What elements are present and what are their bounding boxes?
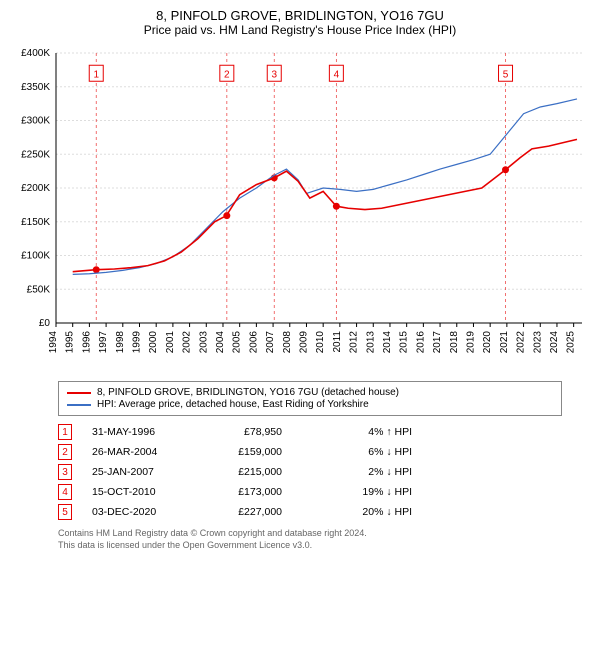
legend-item: 8, PINFOLD GROVE, BRIDLINGTON, YO16 7GU … xyxy=(67,387,553,398)
sale-marker: 3 xyxy=(58,464,72,480)
svg-text:2001: 2001 xyxy=(165,331,176,354)
svg-text:2004: 2004 xyxy=(215,331,226,354)
legend: 8, PINFOLD GROVE, BRIDLINGTON, YO16 7GU … xyxy=(58,381,562,416)
sale-date: 31-MAY-1996 xyxy=(92,426,192,438)
svg-text:2: 2 xyxy=(224,69,230,80)
chart-container: £0 £50K £100K £150K £200K £250K £300K £350K £400… xyxy=(8,43,592,373)
svg-text:2000: 2000 xyxy=(148,331,159,354)
svg-text:2025: 2025 xyxy=(566,331,577,354)
page-subtitle: Price paid vs. HM Land Registry's House … xyxy=(8,23,592,37)
svg-text:£300K: £300K xyxy=(21,116,50,127)
sale-price: £78,950 xyxy=(212,426,282,438)
sale-marker: 5 xyxy=(58,504,72,520)
svg-text:2012: 2012 xyxy=(349,331,360,354)
sales-table: 1 31-MAY-1996 £78,950 4% ↑ HPI 2 26-MAR-2004 £… xyxy=(58,422,562,522)
sale-diff: 2% ↓ HPI xyxy=(302,466,412,478)
svg-text:1997: 1997 xyxy=(98,331,109,354)
svg-text:2017: 2017 xyxy=(432,331,443,354)
svg-text:2015: 2015 xyxy=(399,331,410,354)
svg-text:3: 3 xyxy=(271,69,277,80)
svg-text:2016: 2016 xyxy=(415,331,426,354)
sale-price: £159,000 xyxy=(212,446,282,458)
svg-text:1: 1 xyxy=(93,69,99,80)
sale-date: 15-OCT-2010 xyxy=(92,486,192,498)
svg-text:£400K: £400K xyxy=(21,48,50,59)
svg-text:2010: 2010 xyxy=(315,331,326,354)
legend-swatch xyxy=(67,392,91,394)
sale-row: 1 31-MAY-1996 £78,950 4% ↑ HPI xyxy=(58,422,562,442)
svg-text:2002: 2002 xyxy=(182,331,193,354)
footer-line: This data is licensed under the Open Gov… xyxy=(58,540,562,552)
price-chart: £0 £50K £100K £150K £200K £250K £300K £350K £400… xyxy=(8,43,592,373)
sale-row: 2 26-MAR-2004 £159,000 6% ↓ HPI xyxy=(58,442,562,462)
svg-text:1996: 1996 xyxy=(81,331,92,354)
svg-text:5: 5 xyxy=(503,69,509,80)
svg-text:2013: 2013 xyxy=(365,331,376,354)
svg-text:4: 4 xyxy=(334,69,340,80)
svg-text:£100K: £100K xyxy=(21,251,50,262)
page-title: 8, PINFOLD GROVE, BRIDLINGTON, YO16 7GU xyxy=(8,8,592,23)
footer-line: Contains HM Land Registry data © Crown c… xyxy=(58,528,562,540)
svg-text:2003: 2003 xyxy=(198,331,209,354)
svg-text:£150K: £150K xyxy=(21,217,50,228)
sale-marker: 1 xyxy=(58,424,72,440)
svg-text:1999: 1999 xyxy=(131,331,142,354)
sale-row: 4 15-OCT-2010 £173,000 19% ↓ HPI xyxy=(58,482,562,502)
svg-text:2021: 2021 xyxy=(499,331,510,354)
legend-label: 8, PINFOLD GROVE, BRIDLINGTON, YO16 7GU … xyxy=(97,387,399,398)
sale-diff: 20% ↓ HPI xyxy=(302,506,412,518)
svg-text:£200K: £200K xyxy=(21,183,50,194)
sale-date: 03-DEC-2020 xyxy=(92,506,192,518)
svg-text:1998: 1998 xyxy=(115,331,126,354)
sale-diff: 4% ↑ HPI xyxy=(302,426,412,438)
svg-text:1995: 1995 xyxy=(65,331,76,354)
svg-text:2022: 2022 xyxy=(516,331,527,354)
svg-text:£0: £0 xyxy=(39,318,51,329)
sale-diff: 6% ↓ HPI xyxy=(302,446,412,458)
sale-row: 3 25-JAN-2007 £215,000 2% ↓ HPI xyxy=(58,462,562,482)
svg-text:£250K: £250K xyxy=(21,149,50,160)
sale-price: £173,000 xyxy=(212,486,282,498)
svg-text:2005: 2005 xyxy=(232,331,243,354)
sale-price: £227,000 xyxy=(212,506,282,518)
legend-label: HPI: Average price, detached house, East… xyxy=(97,399,369,410)
legend-swatch xyxy=(67,404,91,406)
svg-text:2023: 2023 xyxy=(532,331,543,354)
sale-marker: 4 xyxy=(58,484,72,500)
sale-date: 25-JAN-2007 xyxy=(92,466,192,478)
footer-attribution: Contains HM Land Registry data © Crown c… xyxy=(58,528,562,551)
svg-text:£50K: £50K xyxy=(27,284,51,295)
svg-text:2020: 2020 xyxy=(482,331,493,354)
svg-text:2007: 2007 xyxy=(265,331,276,354)
sale-date: 26-MAR-2004 xyxy=(92,446,192,458)
sale-row: 5 03-DEC-2020 £227,000 20% ↓ HPI xyxy=(58,502,562,522)
svg-text:2008: 2008 xyxy=(282,331,293,354)
legend-item: HPI: Average price, detached house, East… xyxy=(67,399,553,410)
sale-marker: 2 xyxy=(58,444,72,460)
svg-text:1994: 1994 xyxy=(48,331,59,354)
svg-text:2019: 2019 xyxy=(465,331,476,354)
svg-text:£350K: £350K xyxy=(21,82,50,93)
svg-text:2018: 2018 xyxy=(449,331,460,354)
svg-text:2011: 2011 xyxy=(332,331,343,353)
svg-text:2024: 2024 xyxy=(549,331,560,354)
svg-text:2006: 2006 xyxy=(248,331,259,354)
svg-text:2009: 2009 xyxy=(298,331,309,354)
svg-text:2014: 2014 xyxy=(382,331,393,354)
sale-diff: 19% ↓ HPI xyxy=(302,486,412,498)
sale-price: £215,000 xyxy=(212,466,282,478)
